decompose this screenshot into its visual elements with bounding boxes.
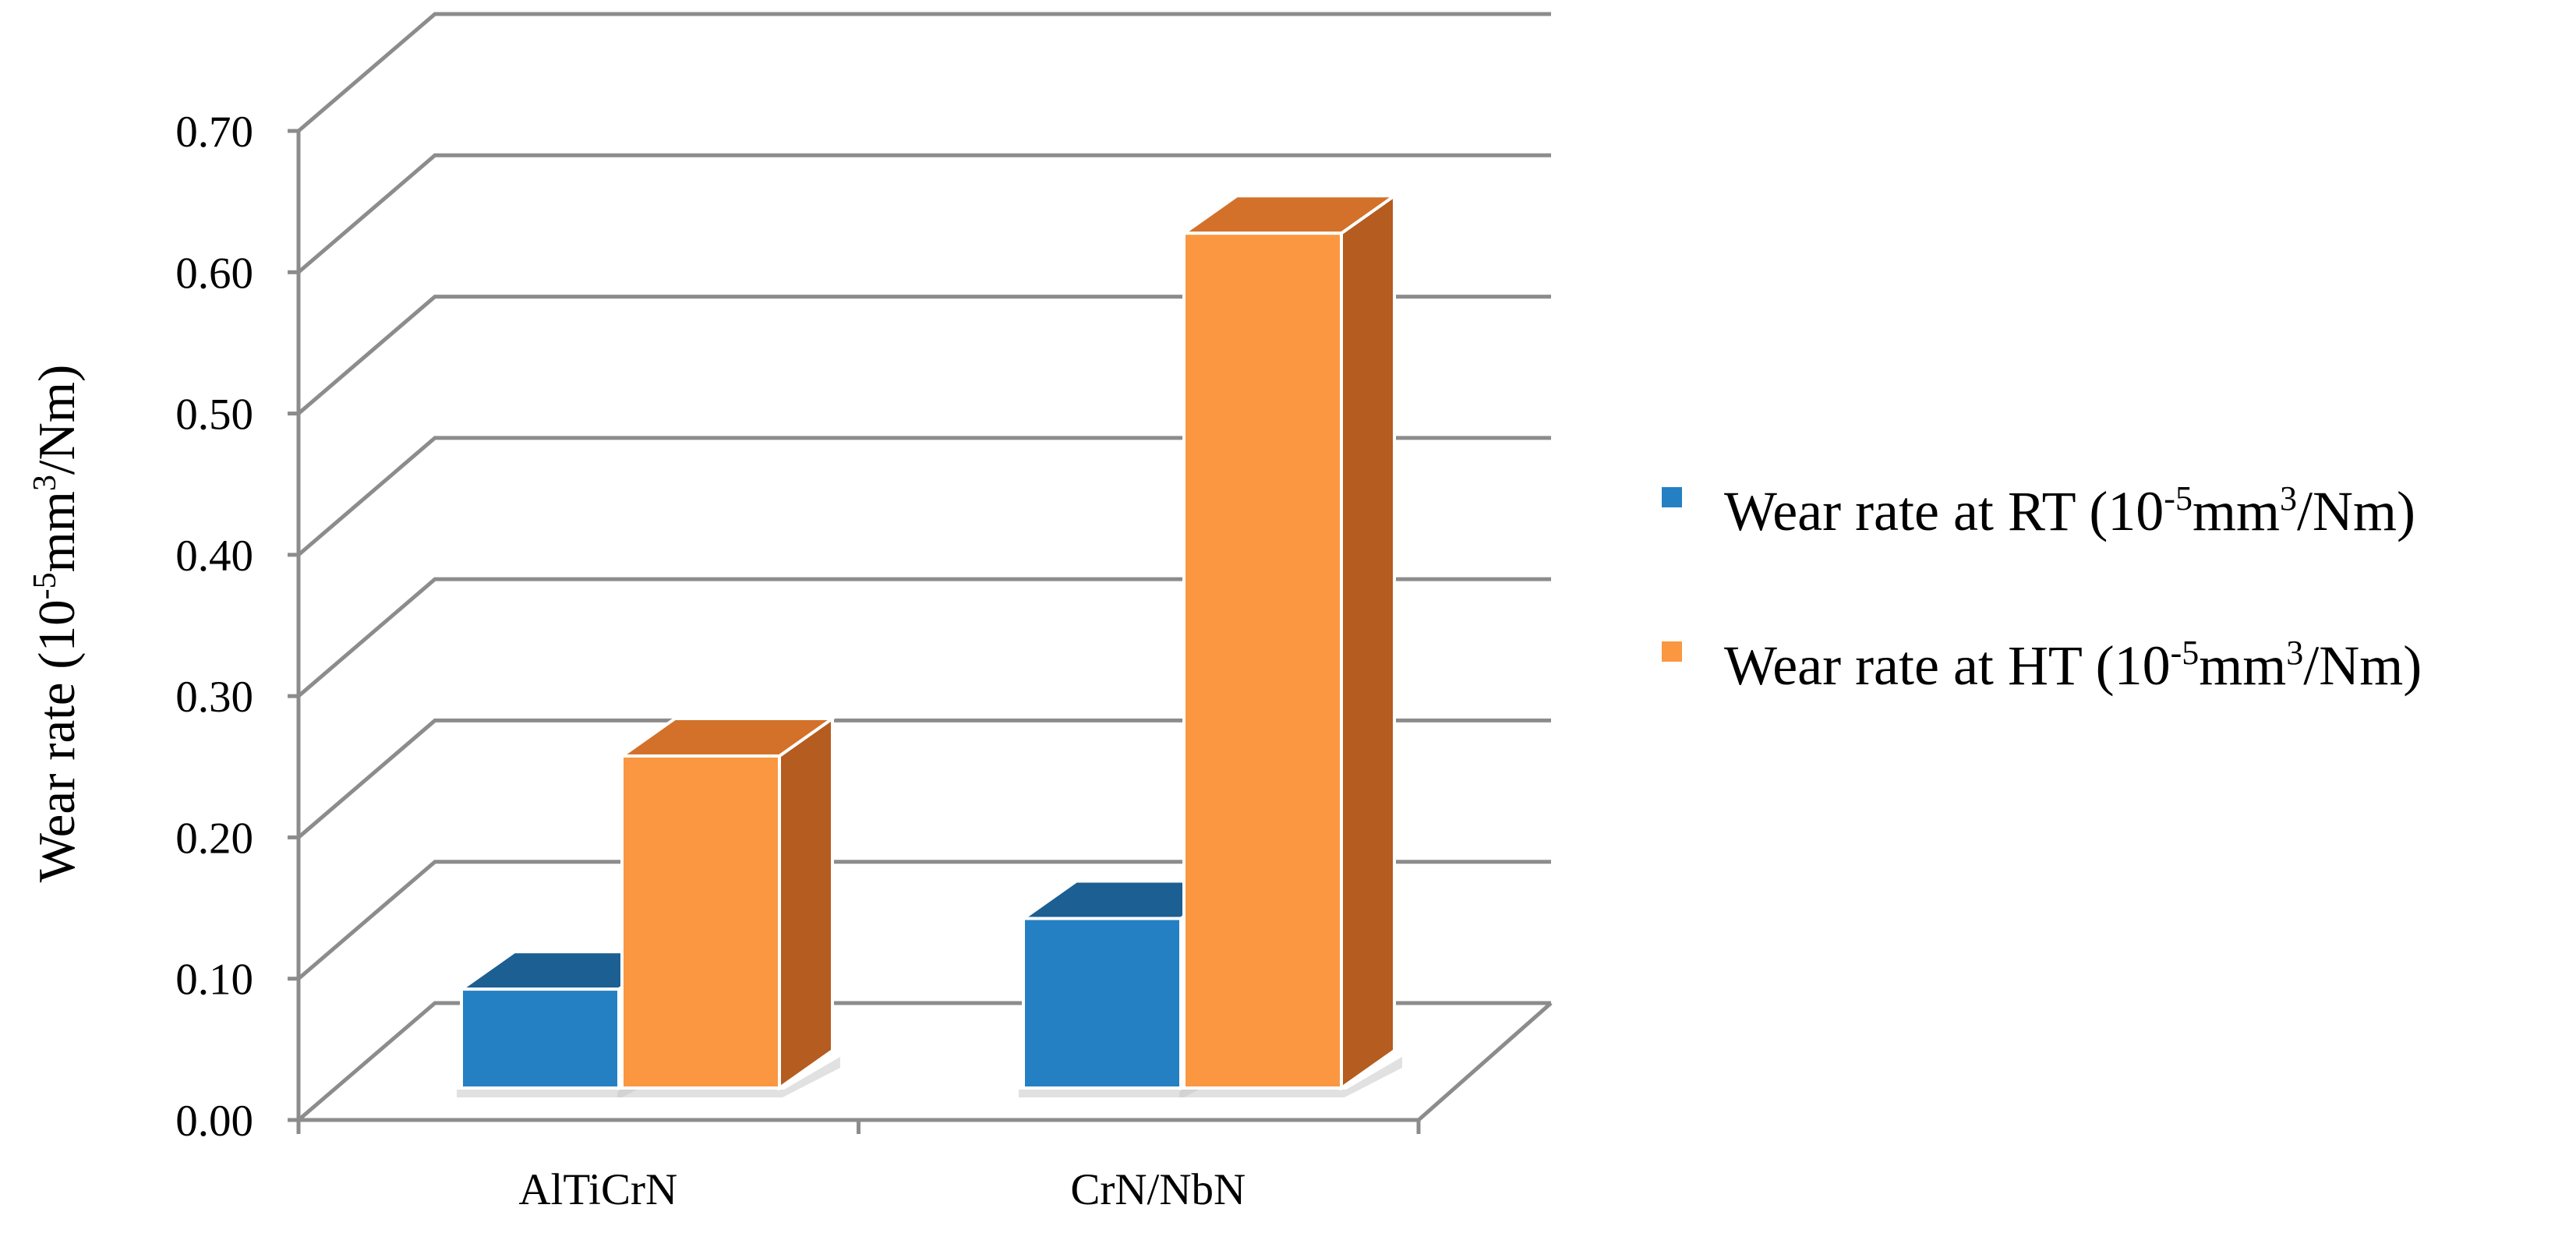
legend-swatch <box>1662 487 1682 507</box>
bar-shadow <box>457 1057 680 1097</box>
bar <box>617 715 838 1091</box>
gridlines <box>297 12 1551 1122</box>
bar <box>1178 193 1400 1091</box>
legend-entry: Wear rate at HT (10-5mm3/Nm) <box>1662 634 2422 697</box>
legend: Wear rate at RT (10-5mm3/Nm) Wear rate at… <box>1662 479 2422 697</box>
bars <box>456 193 1400 1091</box>
x-tick-label: CrN/NbN <box>1070 1165 1246 1214</box>
x-tick-label: AlTiCrN <box>518 1165 677 1214</box>
bar-front <box>1182 231 1343 1090</box>
bar-front <box>460 987 620 1090</box>
y-tick-label: 0.00 <box>175 1097 253 1146</box>
legend-label: Wear rate at RT (10-5mm3/Nm) <box>1724 479 2415 542</box>
y-tick-label: 0.60 <box>175 249 253 298</box>
bar-shadow <box>617 1057 840 1097</box>
bar-side <box>1340 193 1396 1091</box>
bar-shadow <box>1179 1057 1402 1097</box>
bar-front <box>620 754 781 1090</box>
floor-right-edge <box>1417 1002 1553 1122</box>
gridline <box>297 860 1551 980</box>
gridline <box>297 718 1551 839</box>
legend-label: Wear rate at HT (10-5mm3/Nm) <box>1724 634 2422 697</box>
legend-swatch <box>1662 641 1682 662</box>
gridline <box>297 12 1551 132</box>
bar-shadow <box>1019 1057 1242 1097</box>
gridline <box>297 436 1551 556</box>
axes <box>288 129 1553 1134</box>
x-tick-labels: AlTiCrN CrN/NbN <box>518 1165 1246 1214</box>
gridline <box>297 577 1551 698</box>
y-tick-labels: 0.00 0.10 0.20 0.30 0.40 0.50 0.60 0.70 <box>175 108 253 1146</box>
y-tick-label: 0.70 <box>175 108 253 157</box>
bar-front <box>1022 917 1182 1090</box>
y-tick-label: 0.50 <box>175 390 253 440</box>
bar-shadows <box>457 1057 1402 1097</box>
y-tick-label: 0.20 <box>175 814 253 863</box>
y-tick-label: 0.10 <box>175 956 253 1005</box>
gridline <box>297 153 1551 274</box>
bar-side <box>778 715 834 1091</box>
y-axis-label: Wear rate (10-5mm3/Nm) <box>27 365 86 883</box>
legend-entry: Wear rate at RT (10-5mm3/Nm) <box>1662 479 2415 542</box>
gridline <box>297 295 1551 415</box>
y-axis-title: Wear rate (10-5mm3/Nm) <box>27 365 86 883</box>
y-tick-label: 0.30 <box>175 673 253 722</box>
y-tick-label: 0.40 <box>175 532 253 581</box>
